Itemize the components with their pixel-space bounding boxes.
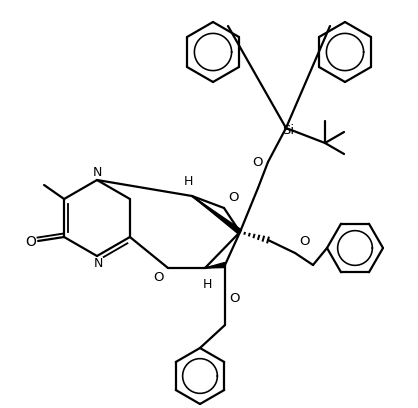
Text: O: O: [153, 271, 164, 284]
Polygon shape: [192, 196, 242, 234]
Text: N: N: [92, 166, 102, 179]
Text: Si: Si: [282, 124, 294, 137]
Text: O: O: [228, 191, 239, 204]
Text: O: O: [299, 235, 309, 248]
Polygon shape: [205, 262, 225, 268]
Text: N: N: [93, 257, 103, 270]
Text: H: H: [202, 278, 212, 291]
Text: O: O: [252, 157, 263, 169]
Text: O: O: [25, 235, 36, 249]
Text: O: O: [229, 291, 240, 304]
Text: H: H: [184, 175, 193, 188]
